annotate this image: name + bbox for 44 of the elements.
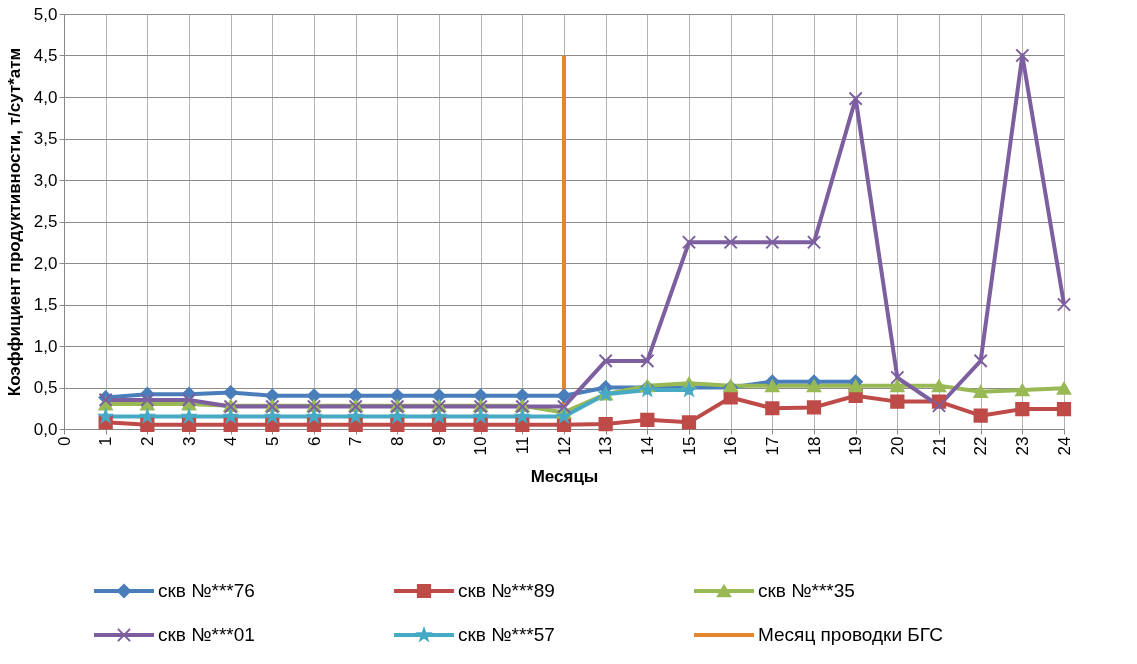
x-tick-label: 5	[262, 436, 282, 446]
x-tick-label: 14	[637, 436, 657, 456]
x-tick-label: 11	[512, 436, 532, 455]
x-tick-label: 24	[1054, 436, 1074, 456]
y-axis-title: Коэффициент продуктивности, т/сут*атм	[4, 47, 24, 397]
x-tick-label: 15	[679, 436, 699, 456]
y-tick-label: 0,0	[33, 419, 58, 439]
legend-label: скв №***89	[458, 580, 555, 601]
y-tick-label: 1,5	[33, 295, 58, 314]
x-tick-label: 13	[596, 436, 616, 456]
x-tick-label: 0	[54, 436, 74, 446]
x-tick-label: 19	[846, 436, 866, 456]
x-tick-label: 23	[1012, 436, 1032, 456]
x-tick-label: 9	[429, 436, 449, 446]
legend-label: скв №***35	[758, 580, 855, 601]
y-tick-label: 5,0	[33, 4, 58, 24]
legend-label: скв №***01	[158, 624, 255, 645]
x-tick-label: 3	[179, 436, 199, 446]
x-tick-label: 21	[929, 436, 949, 456]
x-axis-title: Месяцы	[530, 467, 599, 487]
x-tick-label: 7	[346, 436, 366, 446]
x-tick-label: 2	[137, 436, 157, 446]
x-tick-label: 12	[554, 436, 574, 456]
x-tick-label: 20	[887, 436, 907, 456]
x-tick-label: 1	[96, 436, 116, 446]
y-tick-label: 3,5	[33, 129, 58, 148]
y-tick-label: 2,5	[33, 212, 58, 231]
x-tick-label: 4	[221, 436, 241, 446]
x-tick-label: 6	[304, 436, 324, 446]
x-tick-label: 16	[721, 436, 741, 456]
x-tick-label: 10	[471, 436, 491, 456]
legend-label: скв №***76	[158, 580, 255, 601]
x-tick-label: 22	[971, 436, 991, 456]
x-tick-label: 18	[804, 436, 824, 456]
y-tick-label: 4,0	[33, 87, 58, 107]
y-tick-label: 0,5	[33, 378, 58, 397]
x-tick-label: 17	[762, 436, 782, 456]
y-tick-label: 4,5	[33, 46, 58, 65]
y-tick-label: 1,0	[33, 336, 58, 356]
legend-label: скв №***57	[458, 624, 555, 645]
legend-label: Месяц проводки БГС	[758, 624, 943, 645]
x-tick-label: 8	[387, 436, 407, 446]
y-tick-label: 2,0	[33, 253, 58, 273]
y-tick-label: 3,0	[33, 170, 58, 190]
